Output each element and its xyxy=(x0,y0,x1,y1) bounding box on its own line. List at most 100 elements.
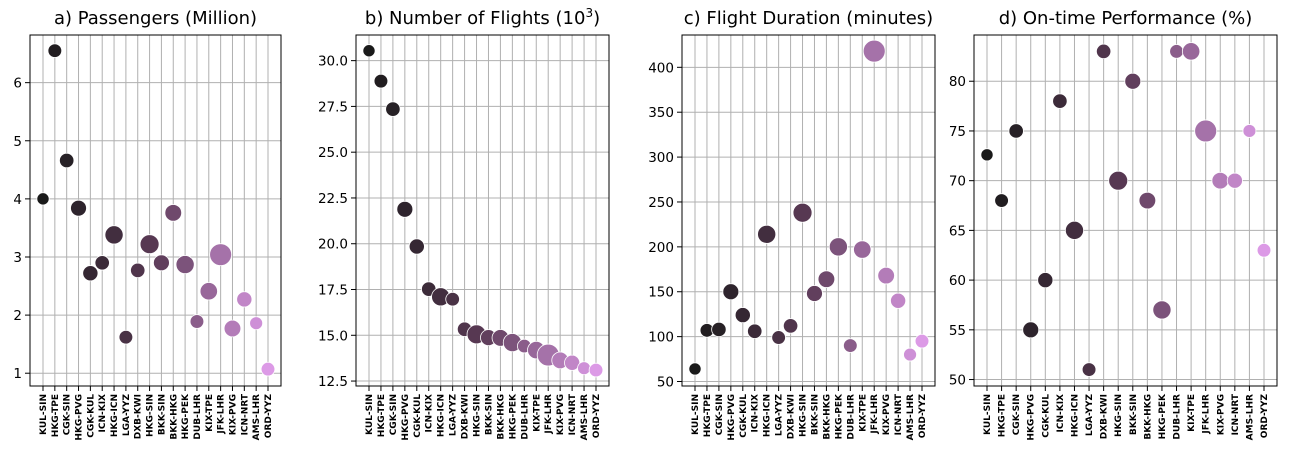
x-tick-label: LGA-YYZ xyxy=(449,394,459,437)
y-tick-label: 17.5 xyxy=(318,283,348,299)
plot-frame xyxy=(681,34,936,387)
data-point xyxy=(862,39,886,63)
x-tick-label: KIX-TPE xyxy=(858,394,868,432)
x-tick-label: HKG-PEK xyxy=(181,393,191,439)
data-point xyxy=(1169,44,1184,59)
data-point xyxy=(1081,362,1097,377)
x-tick-label: DUB-LHR xyxy=(846,394,856,440)
y-tick-label: 70 xyxy=(949,174,966,190)
x-tick-label: ICN-KIX xyxy=(1056,394,1066,433)
x-tick-label: ORD-YYZ xyxy=(1260,394,1270,439)
x-tick-label: HKG-TPE xyxy=(51,394,61,437)
x-tick-label: ICN-KIX xyxy=(425,394,435,433)
y-tick-label: 55 xyxy=(949,323,966,339)
x-tick-label: ICN-KIX xyxy=(98,394,108,433)
data-point xyxy=(980,148,994,162)
data-point xyxy=(853,240,872,259)
data-point xyxy=(1064,220,1084,240)
data-point xyxy=(903,347,917,362)
x-tick-label: BKK-HKG xyxy=(822,394,832,440)
data-point xyxy=(94,255,110,271)
y-tick-label: 1 xyxy=(13,366,22,382)
data-point xyxy=(385,101,401,117)
y-tick-label: 50 xyxy=(657,375,674,391)
data-point xyxy=(828,237,848,257)
x-tick-label: KIX-TPE xyxy=(1187,394,1197,432)
x-tick-label: DUB-LHR xyxy=(520,394,530,440)
x-tick-label: KIX-PVG xyxy=(556,394,566,435)
data-point xyxy=(82,265,99,282)
y-tick-label: 5 xyxy=(13,134,22,150)
data-point xyxy=(199,282,218,301)
data-point xyxy=(1138,191,1157,210)
data-point xyxy=(1022,321,1040,339)
data-point xyxy=(994,193,1009,208)
data-point xyxy=(249,316,264,331)
x-tick-label: CGK-SIN xyxy=(389,394,399,435)
x-tick-label: HKG-SIN xyxy=(473,394,483,437)
data-point xyxy=(209,243,233,267)
data-point xyxy=(843,338,858,353)
x-tick-label: CGK-SIN xyxy=(63,394,73,435)
x-tick-label: HKG-TPE xyxy=(703,394,713,437)
y-tick-label: 100 xyxy=(648,330,674,346)
plot-frame xyxy=(355,34,610,387)
x-tick-label: ICN-NRT xyxy=(1231,393,1241,435)
x-tick-label: BKK-HKG xyxy=(496,394,506,440)
data-point xyxy=(1226,172,1243,189)
x-tick-label: ICN-KIX xyxy=(751,394,761,433)
y-tick-label: 15.0 xyxy=(318,328,348,344)
panel-title: d) On-time Performance (%) xyxy=(999,8,1253,29)
panel-title: b) Number of Flights (103) xyxy=(365,6,600,29)
x-tick-label: BKK-SIN xyxy=(1129,394,1139,435)
data-point xyxy=(792,202,813,223)
x-tick-label: CGK-SIN xyxy=(715,394,725,435)
data-point xyxy=(711,321,727,338)
data-point xyxy=(36,192,50,206)
x-tick-label: ORD-YYZ xyxy=(264,394,274,439)
x-tick-label: HKG-PEK xyxy=(508,393,518,439)
data-point xyxy=(175,255,195,275)
plot-frame xyxy=(973,34,1278,387)
x-tick-label: HKG-PEK xyxy=(1158,393,1168,439)
data-point xyxy=(1008,123,1024,139)
data-point xyxy=(877,266,895,285)
y-tick-label: 4 xyxy=(13,192,22,208)
x-tick-label: JFK-LHR xyxy=(544,394,554,435)
data-point xyxy=(914,333,930,349)
x-tick-label: CGK-KUL xyxy=(413,394,423,438)
x-tick-label: JFK-LHR xyxy=(217,394,227,435)
data-point xyxy=(396,200,414,218)
x-tick-label: HKG-ICN xyxy=(763,394,773,437)
data-point xyxy=(757,224,777,244)
y-tick-label: 150 xyxy=(648,285,674,301)
x-tick-label: AMS-LHR xyxy=(906,394,916,440)
x-tick-label: AMS-LHR xyxy=(252,394,262,440)
x-tick-label: BKK-HKG xyxy=(1143,394,1153,440)
x-tick-label: HKG-TPE xyxy=(377,394,387,437)
y-tick-label: 22.5 xyxy=(318,191,348,207)
data-point xyxy=(1095,43,1112,60)
y-tick-label: 2 xyxy=(13,308,22,324)
data-point xyxy=(104,225,124,245)
x-tick-label: LGA-YYZ xyxy=(1085,394,1095,437)
y-tick-label: 6 xyxy=(13,76,22,92)
data-point xyxy=(362,44,376,58)
y-tick-label: 400 xyxy=(648,60,674,76)
x-tick-label: KUL-SIN xyxy=(691,394,701,435)
x-tick-label: AMS-LHR xyxy=(580,394,590,440)
data-point xyxy=(1211,171,1230,190)
x-tick-label: KIX-PVG xyxy=(1216,394,1226,435)
data-point xyxy=(1052,93,1068,109)
x-tick-label: KIX-TPE xyxy=(532,394,542,432)
y-tick-label: 3 xyxy=(13,250,22,266)
data-point xyxy=(260,361,276,377)
y-tick-label: 75 xyxy=(949,124,966,140)
x-tick-label: BKK-SIN xyxy=(157,394,167,435)
data-point xyxy=(130,262,146,279)
x-tick-label: KIX-PVG xyxy=(882,394,892,435)
panel-on-time-performance: 50 55 60 65 70 75 80 KUL-SIN HKG-TPE CGK-SIN HKG-P… xyxy=(949,8,1278,441)
x-tick-label: KUL-SIN xyxy=(365,394,375,435)
x-tick-label: KUL-SIN xyxy=(983,394,993,435)
